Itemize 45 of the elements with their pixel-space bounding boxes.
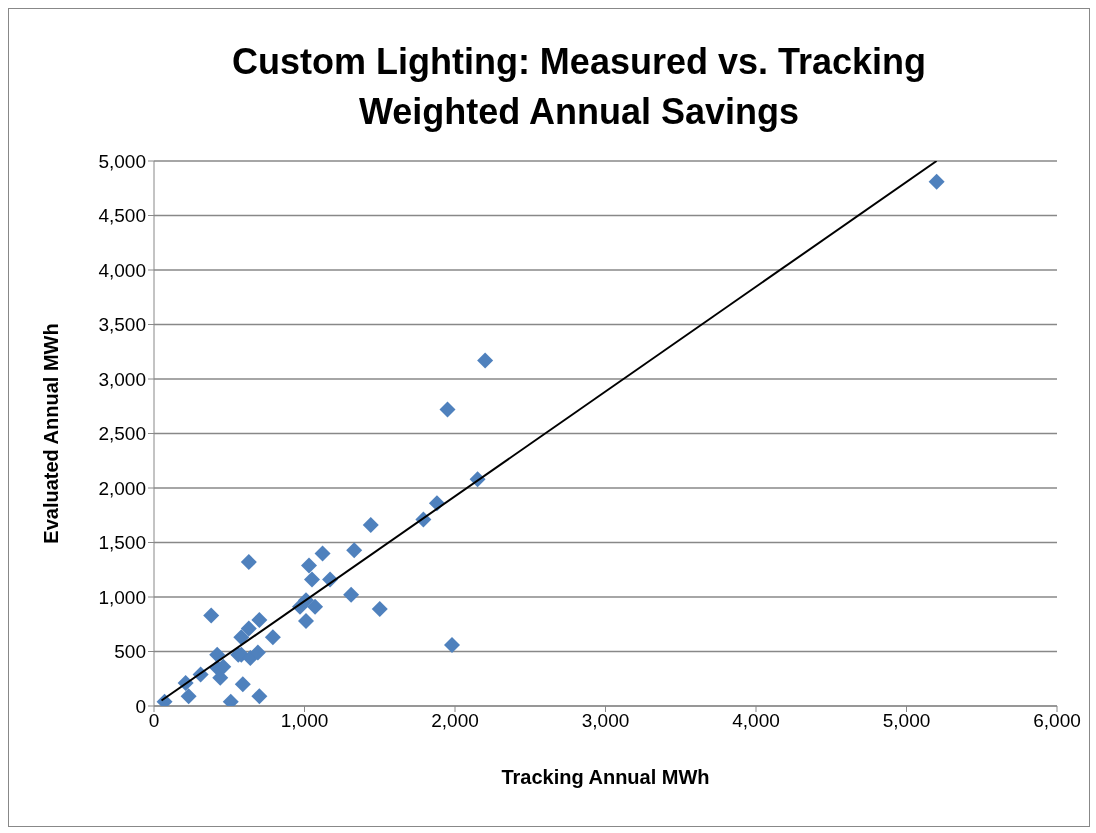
y-tick-label: 2,000 <box>98 477 146 499</box>
x-tick-label: 1,000 <box>280 710 329 732</box>
point <box>240 554 257 571</box>
point <box>371 600 388 617</box>
point <box>264 629 281 646</box>
point <box>298 612 315 629</box>
point <box>203 607 220 624</box>
x-tick-label: 3,000 <box>581 710 630 732</box>
y-tick-label: 2,500 <box>98 423 146 445</box>
point <box>251 688 268 705</box>
y-axis-title: Evaluated Annual MWh <box>40 323 63 544</box>
x-tick-label: 4,000 <box>732 710 780 732</box>
y-tick-label: 4,000 <box>98 259 146 281</box>
point <box>304 571 321 588</box>
y-tick-label: 5,000 <box>98 150 146 172</box>
point <box>251 611 268 628</box>
x-tick-label: 0 <box>148 710 160 732</box>
point <box>443 636 460 653</box>
y-tick-label: 3,500 <box>98 314 146 336</box>
point <box>234 676 251 693</box>
x-tick-label: 6,000 <box>1033 710 1081 732</box>
point <box>314 545 331 562</box>
y-tick-label: 4,500 <box>98 205 146 227</box>
point <box>209 646 226 663</box>
point <box>240 620 257 637</box>
y-tick-label: 500 <box>114 641 146 663</box>
point <box>301 557 318 574</box>
point <box>343 586 360 603</box>
y-tick-label: 1,000 <box>98 586 146 608</box>
point <box>346 542 363 559</box>
point <box>233 629 250 646</box>
x-tick-label: 2,000 <box>431 710 479 732</box>
chart-title: Custom Lighting: Measured vs. Tracking Weighted Annual Savings <box>230 40 928 134</box>
point <box>928 173 945 190</box>
point <box>362 517 379 534</box>
y-tick-label: 3,000 <box>98 368 146 390</box>
x-axis-title: Tracking Annual MWh <box>501 766 710 788</box>
point <box>477 352 494 369</box>
point <box>439 401 456 418</box>
point <box>180 688 197 705</box>
point <box>249 644 266 661</box>
point <box>307 598 324 615</box>
x-tick-label: 5,000 <box>882 710 931 732</box>
y-tick-label: 1,500 <box>98 532 146 554</box>
y-tick-label: 0 <box>135 695 146 717</box>
